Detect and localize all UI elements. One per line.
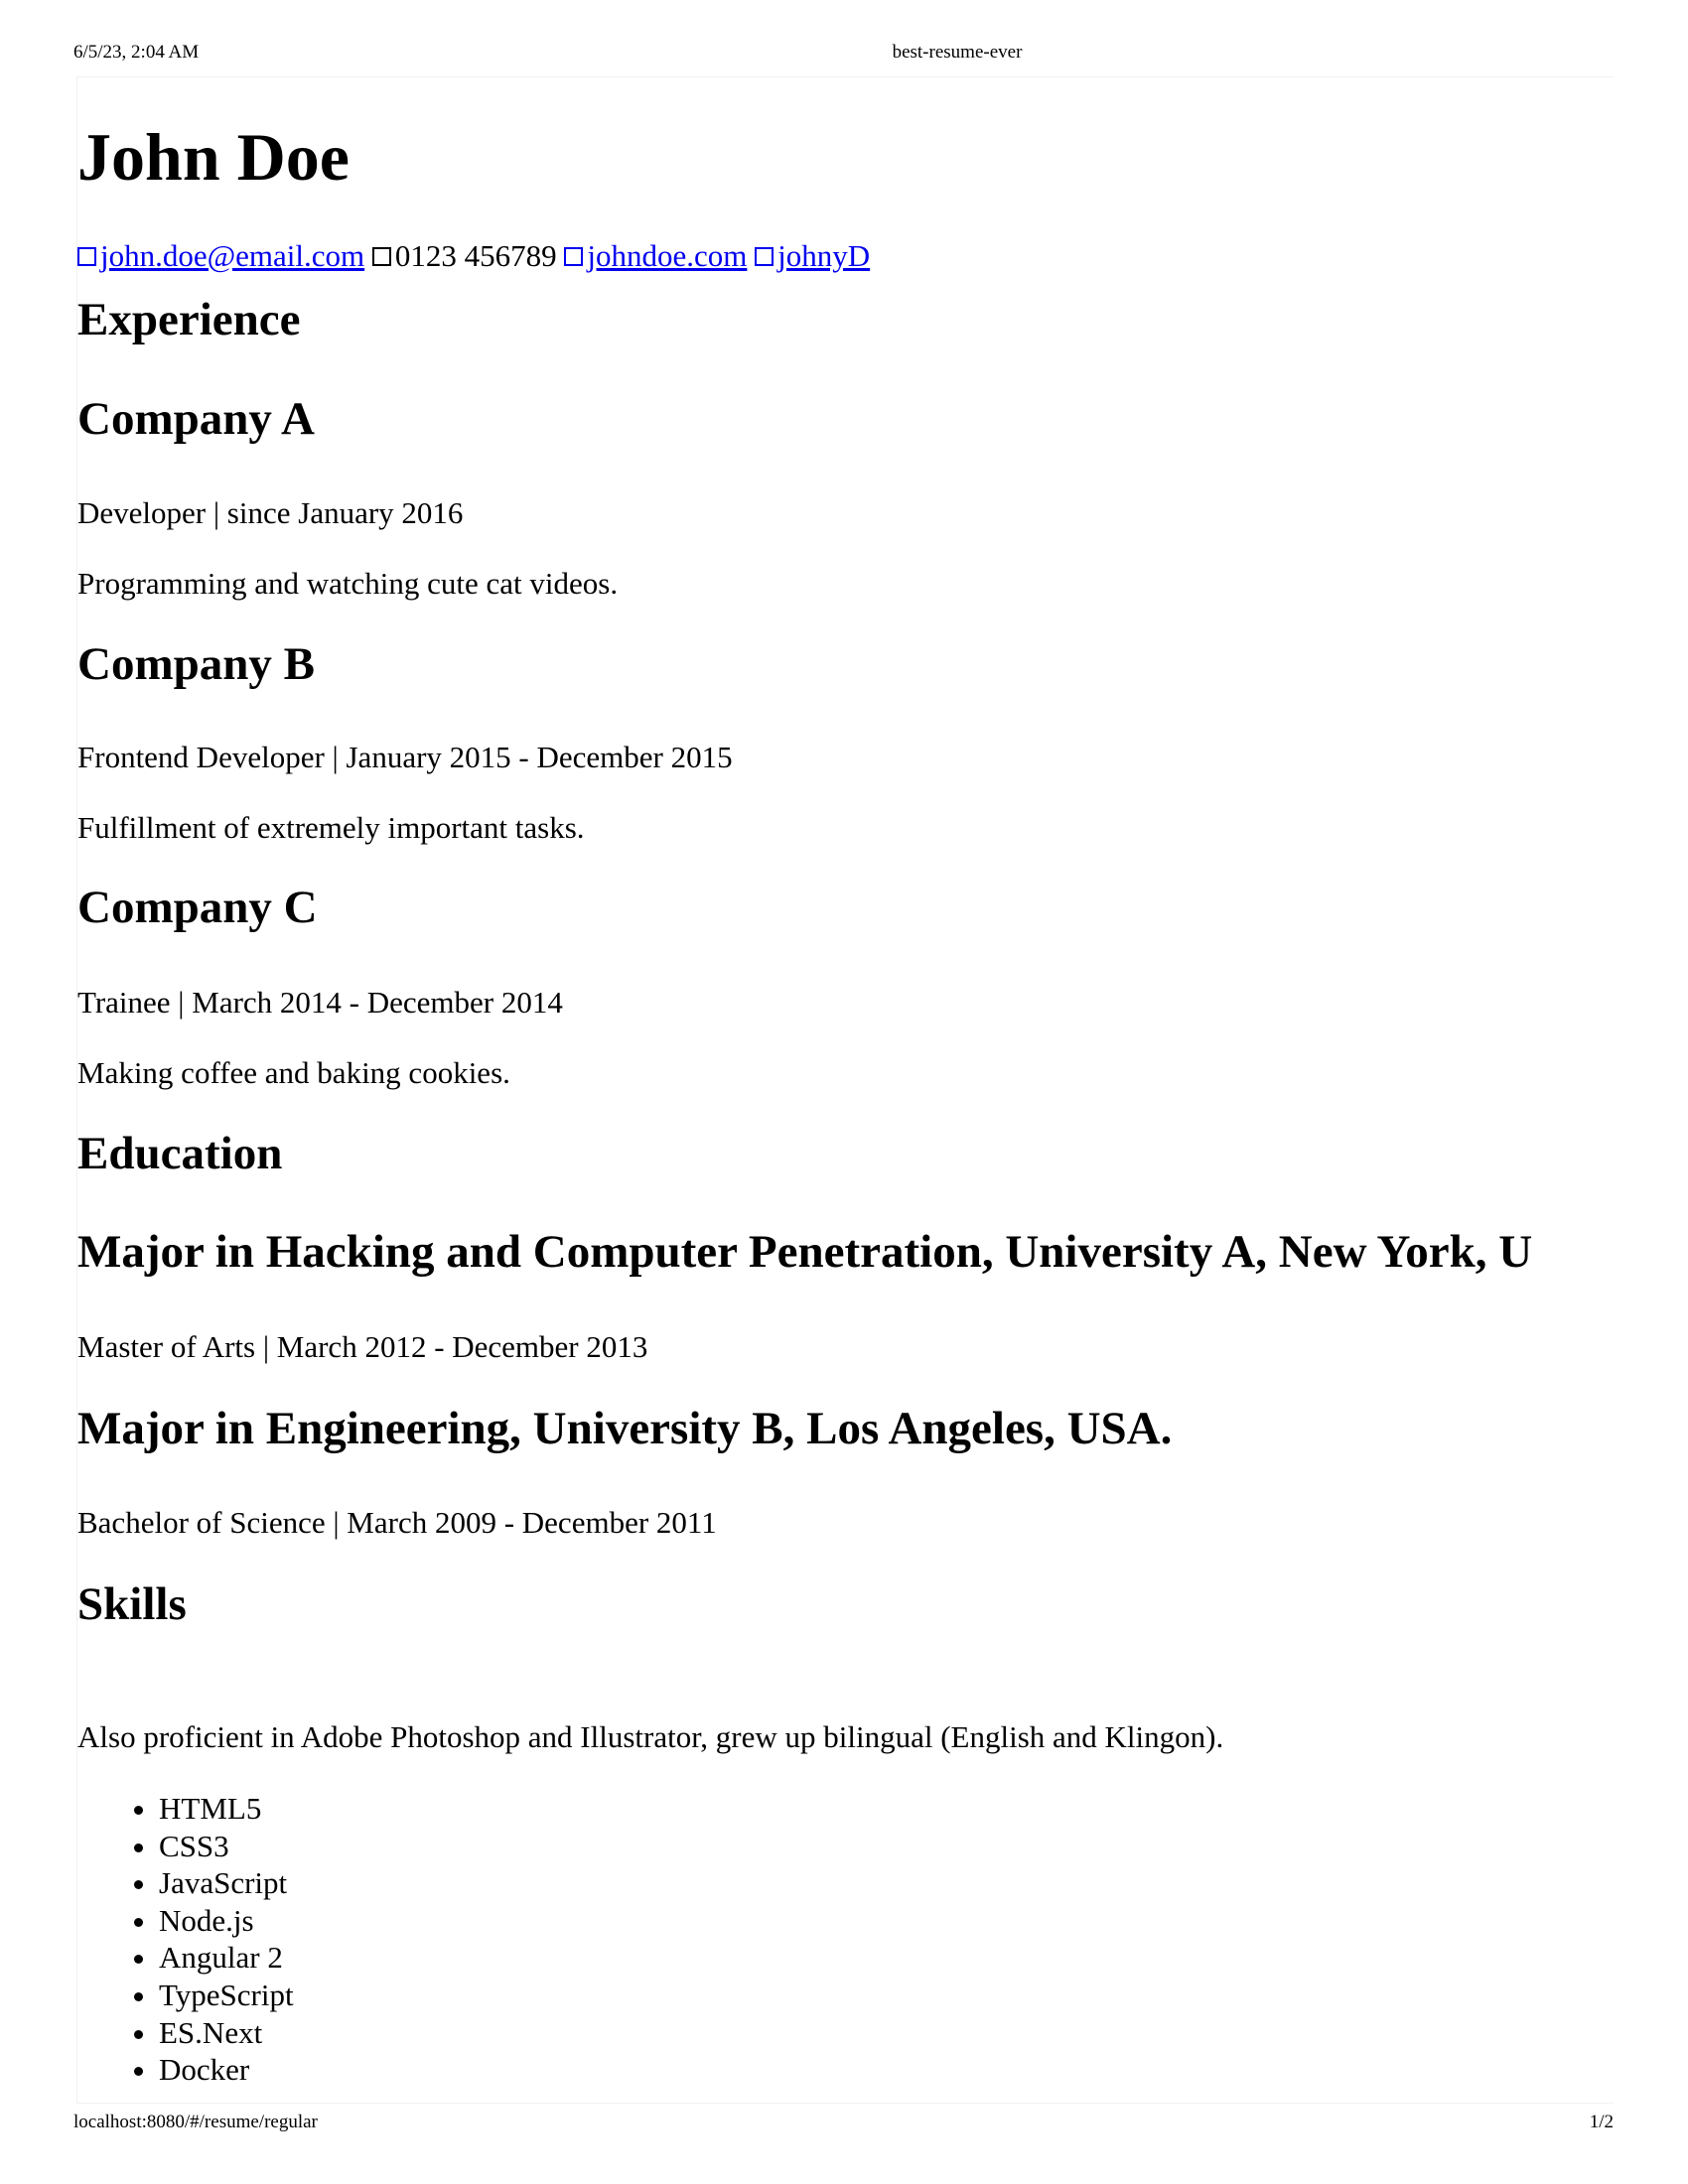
print-page-title: best-resume-ever bbox=[892, 42, 1023, 63]
resume-name: John Doe bbox=[77, 119, 350, 195]
website-link[interactable]: johndoe.com bbox=[564, 238, 747, 273]
skill-item: TypeScript bbox=[159, 1977, 294, 2014]
skill-item: JavaScript bbox=[159, 1864, 294, 1902]
experience-heading: Experience bbox=[77, 294, 301, 345]
print-date: 6/5/23, 2:04 AM bbox=[73, 42, 200, 63]
email-link[interactable]: john.doe@email.com bbox=[77, 238, 364, 273]
print-footer: localhost:8080/#/resume/regular 1/2 bbox=[0, 2112, 1688, 2137]
website-icon bbox=[564, 247, 584, 266]
skills-description: Also proficient in Adobe Photoshop and I… bbox=[77, 1719, 1224, 1754]
education-degree-a: Master of Arts | March 2012 - December 2… bbox=[77, 1329, 648, 1364]
contact-line: john.doe@email.com 0123 456789 johndoe.c… bbox=[77, 238, 870, 274]
email-value: john.doe@email.com bbox=[100, 238, 365, 273]
resume-page: John Doe john.doe@email.com 0123 456789 … bbox=[76, 76, 1614, 2104]
skills-list: HTML5 CSS3 JavaScript Node.js Angular 2 … bbox=[77, 1790, 294, 2089]
website-value: johndoe.com bbox=[587, 238, 748, 273]
education-title-b: Major in Engineering, University B, Los … bbox=[77, 1403, 1173, 1454]
github-link[interactable]: johnyD bbox=[755, 238, 870, 273]
github-value: johnyD bbox=[777, 238, 871, 273]
experience-role-a: Developer | since January 2016 bbox=[77, 495, 464, 530]
skill-item: Node.js bbox=[159, 1902, 294, 1940]
experience-role-b: Frontend Developer | January 2015 - Dece… bbox=[77, 740, 733, 774]
phone-icon bbox=[371, 247, 391, 266]
print-url: localhost:8080/#/resume/regular bbox=[73, 2112, 318, 2132]
education-title-a: Major in Hacking and Computer Penetratio… bbox=[77, 1226, 1533, 1278]
experience-description-b: Fulfillment of extremely important tasks… bbox=[77, 810, 585, 845]
print-page-number: 1/2 bbox=[1589, 2112, 1614, 2132]
skill-item: ES.Next bbox=[159, 2014, 294, 2052]
experience-company-a: Company A bbox=[77, 393, 315, 445]
experience-company-c: Company C bbox=[77, 882, 318, 933]
skill-item: Angular 2 bbox=[159, 1939, 294, 1977]
education-degree-b: Bachelor of Science | March 2009 - Decem… bbox=[77, 1505, 717, 1540]
print-header: 6/5/23, 2:04 AM best-resume-ever bbox=[0, 42, 1688, 68]
skill-item: HTML5 bbox=[159, 1790, 294, 1828]
skill-item: Docker bbox=[159, 2051, 294, 2089]
github-icon bbox=[755, 247, 774, 266]
skill-item: CSS3 bbox=[159, 1828, 294, 1865]
phone-value: 0123 456789 bbox=[394, 238, 557, 273]
skills-heading: Skills bbox=[77, 1578, 187, 1630]
experience-description-c: Making coffee and baking cookies. bbox=[77, 1055, 510, 1090]
experience-description-a: Programming and watching cute cat videos… bbox=[77, 566, 619, 601]
education-heading: Education bbox=[77, 1128, 283, 1179]
experience-role-c: Trainee | March 2014 - December 2014 bbox=[77, 985, 563, 1020]
email-icon bbox=[77, 247, 96, 266]
experience-company-b: Company B bbox=[77, 638, 315, 690]
